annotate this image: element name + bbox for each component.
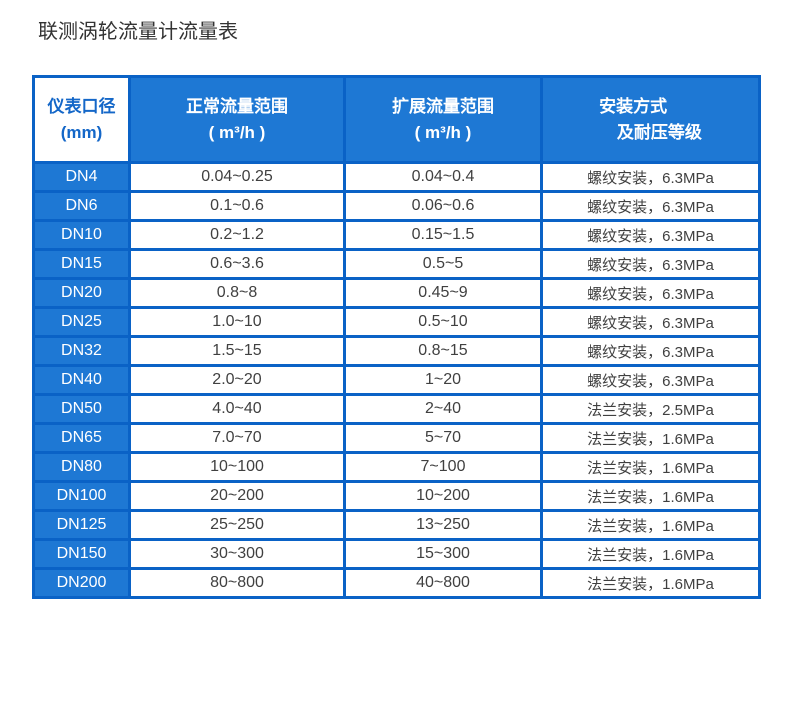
install-cell: 螺纹安装，6.3MPa [540,190,761,222]
install-cell: 法兰安装，1.6MPa [540,480,761,512]
normal-range-cell: 30~300 [128,538,346,570]
extended-range-cell: 13~250 [343,509,543,541]
table-row: DN50 4.0~40 2~40 法兰安装，2.5MPa [32,393,761,425]
normal-range-cell: 25~250 [128,509,346,541]
install-cell: 法兰安装，1.6MPa [540,509,761,541]
header-extended-range: 扩展流量范围 ( m³/h ) [343,75,543,164]
extended-range-cell: 0.5~5 [343,248,543,280]
header-install-lines: 安装方式 及耐压等级 [599,94,702,146]
extended-range-cell: 10~200 [343,480,543,512]
extended-range-cell: 7~100 [343,451,543,483]
normal-range-cell: 1.5~15 [128,335,346,367]
row-size-cell: DN150 [32,538,131,570]
normal-range-cell: 20~200 [128,480,346,512]
row-size-cell: DN25 [32,306,131,338]
row-size-cell: DN80 [32,451,131,483]
table-row: DN32 1.5~15 0.8~15 螺纹安装，6.3MPa [32,335,761,367]
table-row: DN20 0.8~8 0.45~9 螺纹安装，6.3MPa [32,277,761,309]
install-cell: 螺纹安装，6.3MPa [540,161,761,193]
install-cell: 法兰安装，1.6MPa [540,422,761,454]
row-size-cell: DN100 [32,480,131,512]
table-row: DN10 0.2~1.2 0.15~1.5 螺纹安装，6.3MPa [32,219,761,251]
table-row: DN80 10~100 7~100 法兰安装，1.6MPa [32,451,761,483]
row-size-cell: DN20 [32,277,131,309]
normal-range-cell: 7.0~70 [128,422,346,454]
extended-range-cell: 0.06~0.6 [343,190,543,222]
row-size-cell: DN10 [32,219,131,251]
flow-table: 仪表口径 (mm) 正常流量范围 ( m³/h ) 扩展流量范围 ( m³/h … [32,75,761,599]
row-size-cell: DN125 [32,509,131,541]
row-size-cell: DN50 [32,393,131,425]
table-row: DN125 25~250 13~250 法兰安装，1.6MPa [32,509,761,541]
header-size: 仪表口径 (mm) [32,75,131,164]
install-cell: 螺纹安装，6.3MPa [540,306,761,338]
table-row: DN200 80~800 40~800 法兰安装，1.6MPa [32,567,761,599]
header-install-line2: 及耐压等级 [616,122,702,142]
install-cell: 法兰安装，1.6MPa [540,451,761,483]
extended-range-cell: 0.5~10 [343,306,543,338]
table-row: DN65 7.0~70 5~70 法兰安装，1.6MPa [32,422,761,454]
table-header-row: 仪表口径 (mm) 正常流量范围 ( m³/h ) 扩展流量范围 ( m³/h … [32,75,761,164]
table-row: DN15 0.6~3.6 0.5~5 螺纹安装，6.3MPa [32,248,761,280]
table-row: DN100 20~200 10~200 法兰安装，1.6MPa [32,480,761,512]
header-size-line2: (mm) [60,122,103,142]
row-size-cell: DN4 [32,161,131,193]
table-body: DN4 0.04~0.25 0.04~0.4 螺纹安装，6.3MPa DN6 0.1~0.… [32,161,761,599]
normal-range-cell: 10~100 [128,451,346,483]
table-row: DN150 30~300 15~300 法兰安装，1.6MPa [32,538,761,570]
header-size-line1: 仪表口径 [47,96,116,116]
install-cell: 螺纹安装，6.3MPa [540,219,761,251]
normal-range-cell: 80~800 [128,567,346,599]
row-size-cell: DN40 [32,364,131,396]
install-cell: 螺纹安装，6.3MPa [540,364,761,396]
table-row: DN4 0.04~0.25 0.04~0.4 螺纹安装，6.3MPa [32,161,761,193]
install-cell: 螺纹安装，6.3MPa [540,277,761,309]
table-row: DN25 1.0~10 0.5~10 螺纹安装，6.3MPa [32,306,761,338]
extended-range-cell: 15~300 [343,538,543,570]
extended-range-cell: 5~70 [343,422,543,454]
normal-range-cell: 1.0~10 [128,306,346,338]
normal-range-cell: 4.0~40 [128,393,346,425]
extended-range-cell: 40~800 [343,567,543,599]
row-size-cell: DN65 [32,422,131,454]
normal-range-cell: 2.0~20 [128,364,346,396]
normal-range-cell: 0.1~0.6 [128,190,346,222]
page-title: 联测涡轮流量计流量表 [38,21,238,43]
normal-range-cell: 0.8~8 [128,277,346,309]
extended-range-cell: 0.8~15 [343,335,543,367]
normal-range-cell: 0.2~1.2 [128,219,346,251]
row-size-cell: DN32 [32,335,131,367]
header-extended-range-line2: ( m³/h ) [414,122,472,142]
install-cell: 螺纹安装，6.3MPa [540,335,761,367]
install-cell: 法兰安装，2.5MPa [540,393,761,425]
install-cell: 法兰安装，1.6MPa [540,538,761,570]
install-cell: 法兰安装，1.6MPa [540,567,761,599]
extended-range-cell: 0.15~1.5 [343,219,543,251]
extended-range-cell: 0.04~0.4 [343,161,543,193]
install-cell: 螺纹安装，6.3MPa [540,248,761,280]
table-row: DN6 0.1~0.6 0.06~0.6 螺纹安装，6.3MPa [32,190,761,222]
row-size-cell: DN200 [32,567,131,599]
header-normal-range-line1: 正常流量范围 [186,96,288,116]
header-install: 安装方式 及耐压等级 [540,75,761,164]
header-normal-range: 正常流量范围 ( m³/h ) [128,75,346,164]
normal-range-cell: 0.6~3.6 [128,248,346,280]
header-install-line1: 安装方式 [599,96,668,116]
table-row: DN40 2.0~20 1~20 螺纹安装，6.3MPa [32,364,761,396]
row-size-cell: DN6 [32,190,131,222]
header-extended-range-line1: 扩展流量范围 [392,96,494,116]
extended-range-cell: 2~40 [343,393,543,425]
header-normal-range-line2: ( m³/h ) [208,122,266,142]
normal-range-cell: 0.04~0.25 [128,161,346,193]
extended-range-cell: 1~20 [343,364,543,396]
extended-range-cell: 0.45~9 [343,277,543,309]
row-size-cell: DN15 [32,248,131,280]
